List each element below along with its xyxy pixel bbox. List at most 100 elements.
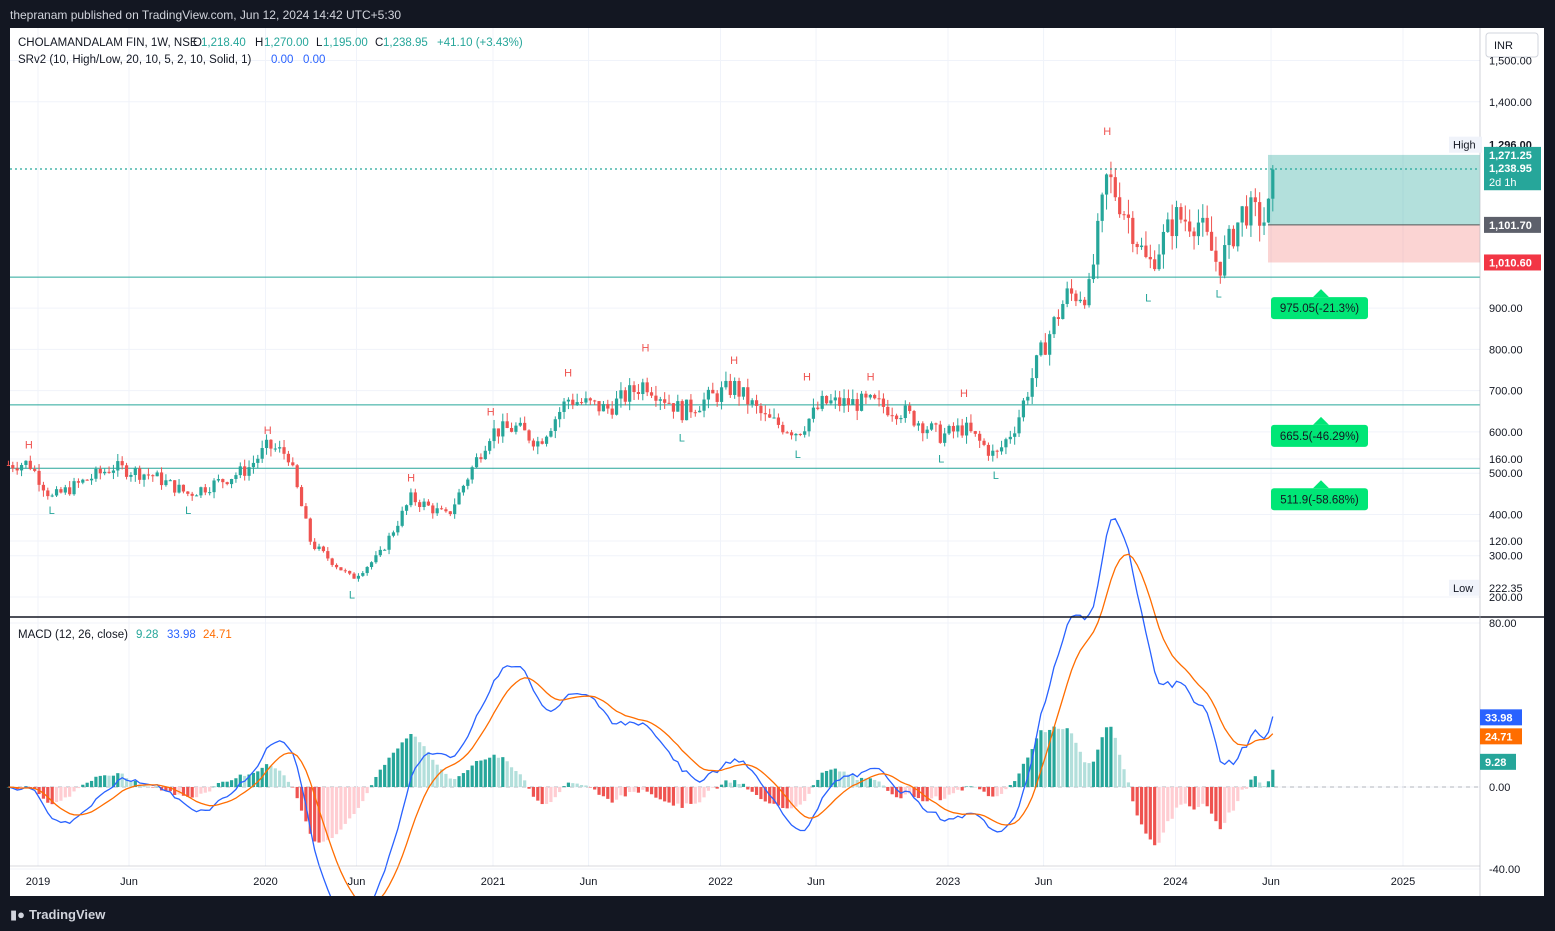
candle-body [33,469,37,471]
tradingview-logo-icon: ▮● [10,907,26,922]
sr-label-text: 511.9(-58.68%) [1280,494,1359,506]
macd-histogram-bar [439,769,444,787]
currency-button[interactable] [1485,32,1539,58]
grid-lines [10,28,1480,870]
pivot-high-label: H [641,343,649,355]
candle-body [365,567,369,574]
candle-body [1271,169,1275,199]
macd-histogram-bar [518,774,522,787]
candle-body [921,423,925,434]
candle-body [1104,174,1109,195]
price-tick-label: 500.00 [1489,468,1523,480]
tradingview-logo[interactable]: ▮● TradingView [10,907,105,923]
candle-body [142,474,146,480]
candle-body [864,393,868,398]
macd-histogram-bar [1262,786,1266,787]
macd-histogram-bar [120,773,124,787]
candle-body [772,417,776,419]
candle-body [636,392,641,395]
candle-body [663,399,667,403]
candle-body [711,389,715,394]
candle-body [1174,207,1179,237]
macd-histogram-bar [925,787,929,802]
candle-body [453,504,457,515]
macd-histogram-bar [383,764,387,787]
candle-body [334,564,339,568]
macd-histogram-bar [1100,737,1104,787]
candle-body [378,549,382,556]
candle-body [1087,279,1091,306]
candle-body [81,479,85,483]
candle-body [894,415,899,420]
price-tick-label: 900.00 [1489,303,1523,315]
legend-indicator[interactable]: SRv2 (10, High/Low, 20, 10, 5, 2, 10, So… [18,54,252,66]
macd-histogram-bar [129,780,133,787]
candle-body [584,398,588,403]
macd-histogram-bar [448,778,452,787]
candle-body [361,573,365,576]
candle-body [269,439,273,449]
macd-histogram-bar [1026,757,1030,787]
macd-histogram-bar [794,787,798,807]
macd-histogram-bar [1087,763,1091,787]
candle-body [912,411,916,426]
candle-body [229,479,234,485]
macd-histogram-bar [190,787,194,798]
macd-histogram-bar [1223,787,1227,823]
candle-body [374,555,378,563]
macd-histogram-bar [203,787,207,793]
candle-body [470,467,474,480]
macd-histogram-bar [632,787,636,792]
candle-body [63,487,67,493]
candle-body [925,429,929,434]
pivot-high-label: H [564,367,572,379]
macd-histogram-bar [601,787,606,797]
macd-histogram-bar [1161,787,1166,833]
candle-body [829,400,833,404]
candle-body [457,492,461,505]
candle-body [496,428,501,437]
macd-histogram-bar [168,787,172,792]
candle-body [1148,256,1152,260]
candle-body [1196,222,1201,237]
macd-histogram-bar [943,787,947,799]
candle-body [715,393,719,402]
candle-body [426,501,431,506]
candle-body [991,450,995,456]
macd-histogram-bar [63,787,67,798]
macd-histogram-bar [1091,761,1096,787]
time-tick-label: Jun [1262,876,1280,888]
candle-body [509,427,514,432]
candle-body [741,387,746,397]
macd-histogram-bar [584,785,588,787]
macd-histogram-bar [1231,787,1236,811]
macd-histogram-bar [308,787,312,834]
candle-body [658,399,662,401]
macd-legend: MACD (12, 26, close) 9.28 33.98 24.71 [18,629,232,641]
legend-ind-v1: 0.00 [271,54,293,66]
candle-body [1052,317,1056,335]
macd-histogram-bar [216,782,221,787]
macd-histogram-bar [566,782,571,787]
candle-body [260,448,264,459]
candle-body [85,479,89,481]
macd-histogram-bar [588,787,592,788]
candle-body [273,448,277,450]
macd-histogram-bar [282,775,286,787]
candle-body [59,489,63,493]
pivot-low-label: L [349,590,355,602]
macd-histogram-bar [1135,787,1139,816]
macd-histogram-bar [1039,730,1043,787]
signal-value-tag-bg [1480,728,1522,745]
candle-body [120,461,124,466]
candle-body [1078,299,1082,302]
macd-histogram-bar [194,787,199,798]
macd-title[interactable]: MACD (12, 26, close) [18,629,128,641]
macd-histogram-bar [614,787,619,800]
macd-tick-label: 160.00 [1489,454,1523,466]
price-tick-label: 1,500.00 [1489,56,1532,68]
candle-body [1209,231,1214,251]
candle-body [46,490,50,497]
candle-body [116,461,120,471]
